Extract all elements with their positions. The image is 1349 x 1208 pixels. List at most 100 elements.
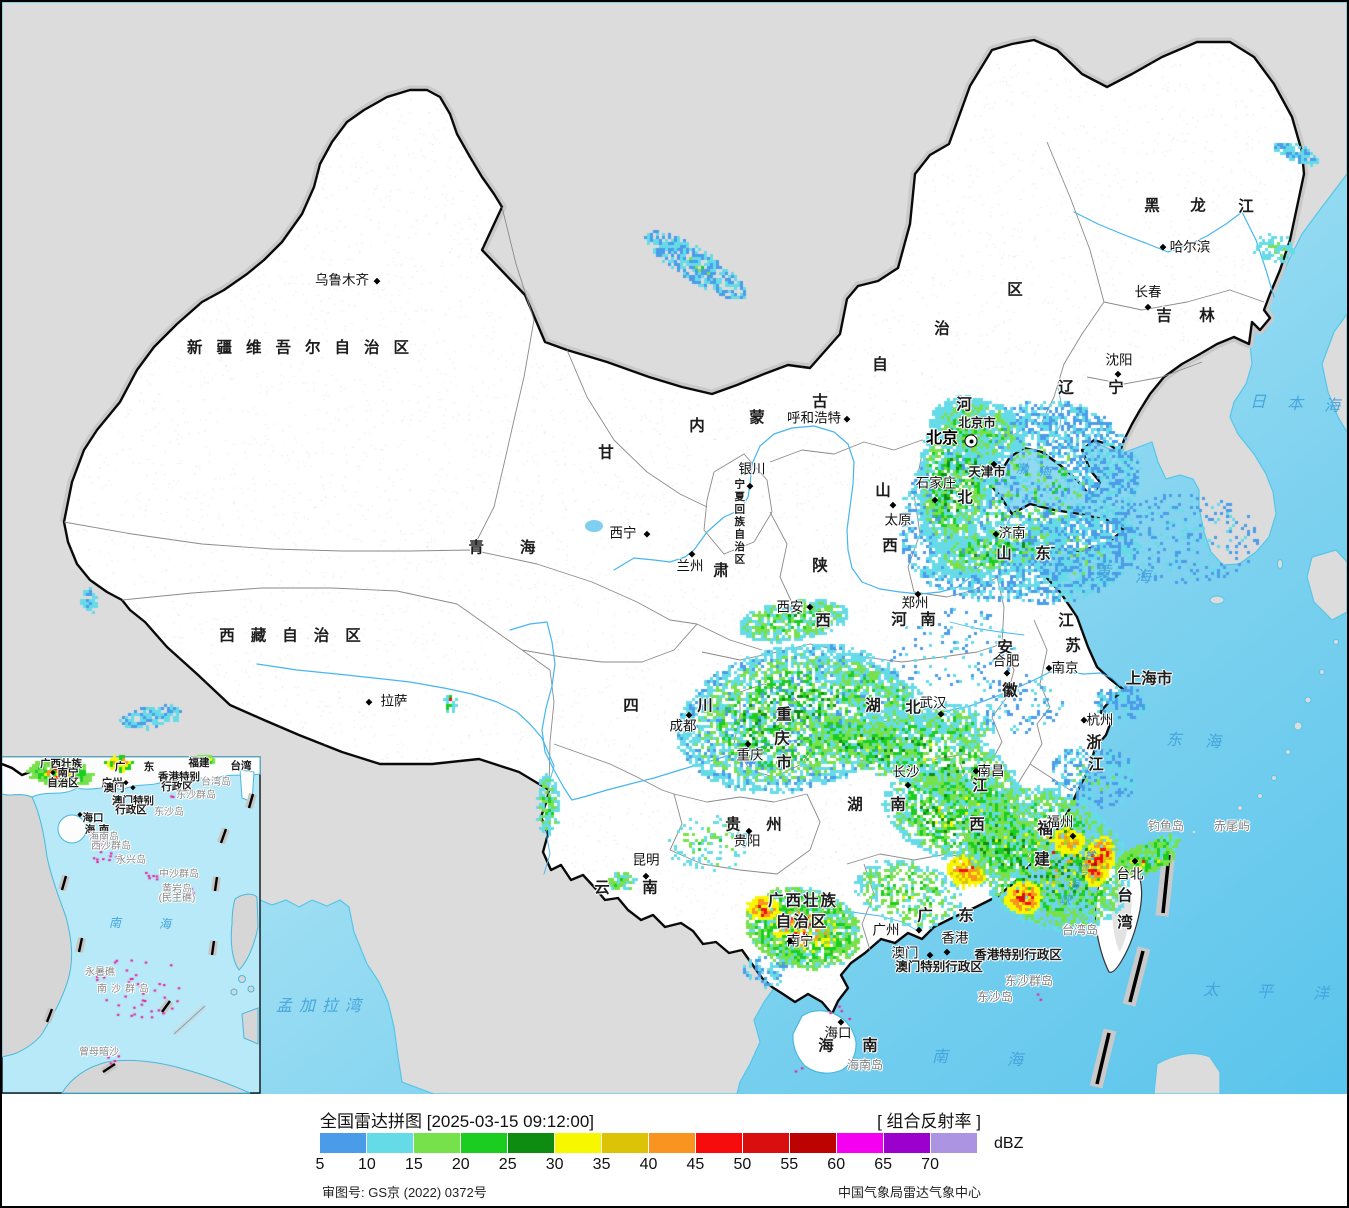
- map-label: 台湾: [230, 759, 252, 772]
- map-label: 西: [882, 537, 898, 555]
- city-marker: ◆: [373, 275, 381, 286]
- map-label: 林: [1199, 307, 1215, 325]
- colorbar-segment: [367, 1133, 413, 1153]
- colorbar-tick: 25: [498, 1156, 517, 1173]
- map-label: 黄: [1094, 564, 1112, 581]
- map-label: 长沙: [892, 764, 920, 780]
- map-label: 自治区: [775, 913, 829, 931]
- map-label: 黑: [1144, 197, 1160, 215]
- city-marker: ◆: [992, 528, 1000, 539]
- map-label: 行政区: [161, 780, 193, 793]
- map-label: 海南岛: [89, 832, 119, 843]
- city-marker: ◆: [744, 738, 752, 749]
- map-label: 台: [1083, 847, 1097, 862]
- colorbar-tick: 60: [827, 1156, 846, 1173]
- map-label: 南沙群岛: [97, 984, 153, 995]
- map-label: 江: [1058, 612, 1074, 630]
- map-label: 河: [956, 396, 972, 414]
- map-label: 南: [862, 1037, 878, 1055]
- map-label: 陕: [812, 557, 828, 575]
- city-marker: ◆: [1045, 662, 1053, 673]
- map-label: (民主礁): [158, 893, 196, 904]
- map-label: 东: [1165, 732, 1183, 749]
- map-label: 石家庄: [915, 475, 957, 491]
- map-label: 浙: [1086, 734, 1102, 752]
- map-label: 贵: [725, 816, 741, 834]
- map-label: 自: [872, 356, 888, 374]
- map-label: 海: [158, 917, 172, 931]
- city-marker: ◆: [943, 946, 951, 957]
- map-label: 澳门: [103, 781, 125, 794]
- colorbar-tick: 70: [921, 1156, 939, 1173]
- map-label: 东沙群岛: [176, 790, 216, 801]
- radar-echo-canvas: [2, 2, 1347, 1094]
- map-label: 杭州: [1086, 712, 1114, 728]
- city-marker: ◆: [1080, 714, 1088, 725]
- map-label: 东: [1035, 545, 1051, 563]
- city-marker: ◆: [843, 413, 851, 424]
- map-label: 昆明: [632, 852, 660, 868]
- map-label: 东沙岛: [154, 807, 184, 818]
- map-label: 济南: [998, 525, 1026, 541]
- map-label: 徽: [1002, 682, 1018, 700]
- city-marker: ◆: [745, 825, 753, 836]
- colorbar-tick: 45: [686, 1156, 705, 1173]
- map-label: 武汉: [919, 695, 947, 711]
- colorbar-segment: [790, 1133, 836, 1153]
- city-marker: ◆: [130, 784, 136, 792]
- city-marker: ◆: [685, 709, 693, 720]
- map-label: 呼和浩特: [787, 410, 841, 426]
- labels-layer: 新疆维吾尔自治区 西藏自治区 青海甘肃内蒙古自治区宁夏回族自治区陕西山西河北山东河南…: [2, 2, 1347, 1093]
- map-label: 广: [114, 760, 126, 773]
- map-label: 南: [931, 1049, 949, 1066]
- city-marker: ◆: [746, 480, 754, 491]
- map-label: 西安: [776, 599, 804, 615]
- map-label: 澳门特别行政区: [895, 959, 983, 974]
- map-label: 海口: [82, 811, 104, 824]
- city-marker: ◆: [931, 494, 939, 505]
- map-label: 甘: [598, 444, 614, 462]
- map-label: 西藏自治区: [219, 627, 377, 645]
- map-label: 拉萨: [380, 693, 408, 709]
- colorbar-segment: [931, 1133, 977, 1153]
- map-label: 渤: [1015, 461, 1029, 476]
- city-marker: ◆: [972, 765, 980, 776]
- map-label: 台湾岛: [201, 777, 231, 788]
- map-label: 贵阳: [733, 833, 761, 849]
- map-label: 永兴岛: [116, 855, 146, 866]
- credit-label: 中国气象局雷达气象中心: [837, 1185, 981, 1200]
- map-label: 北: [905, 699, 921, 717]
- city-marker: ◆: [786, 935, 794, 946]
- map-label: 江: [1238, 198, 1254, 216]
- colorbar-tick: 40: [639, 1156, 658, 1173]
- city-marker: ◆: [915, 924, 923, 935]
- map-label: 北京市: [958, 415, 996, 430]
- map-label: 合肥: [992, 653, 1020, 669]
- colorbar-tick: 5: [315, 1156, 325, 1173]
- city-marker: ◆: [1003, 667, 1011, 678]
- map-label: 海南岛: [846, 1058, 884, 1072]
- map-label: 上海市: [1125, 670, 1173, 688]
- map-label: 四: [623, 697, 639, 715]
- radar-title: 全国雷达拼图 [2025-03-15 09:12:00]: [320, 1112, 595, 1131]
- city-marker: ◆: [50, 769, 56, 777]
- map-label: 江: [972, 777, 988, 795]
- map-label: 台: [1117, 887, 1133, 905]
- city-marker: ◆: [926, 949, 934, 960]
- map-label: 沈阳: [1105, 352, 1133, 368]
- map-label: 重庆: [736, 747, 764, 763]
- map-label: 东沙群岛: [1004, 974, 1054, 988]
- map-label: 峡: [1058, 892, 1072, 907]
- city-marker: ◆: [806, 601, 814, 612]
- colorbar-segment: [320, 1133, 366, 1153]
- map-label: 本: [1286, 396, 1304, 413]
- map-label: 蒙: [749, 409, 765, 427]
- colorbar-tick: 65: [874, 1156, 893, 1173]
- map-label: 苏: [1065, 637, 1081, 655]
- map-label: 北: [957, 489, 973, 507]
- colorbar-segment: [508, 1133, 554, 1153]
- map-label: 香港特别: [158, 770, 200, 783]
- map-label: 自治区: [47, 776, 79, 789]
- map-label: 南昌: [977, 763, 1005, 779]
